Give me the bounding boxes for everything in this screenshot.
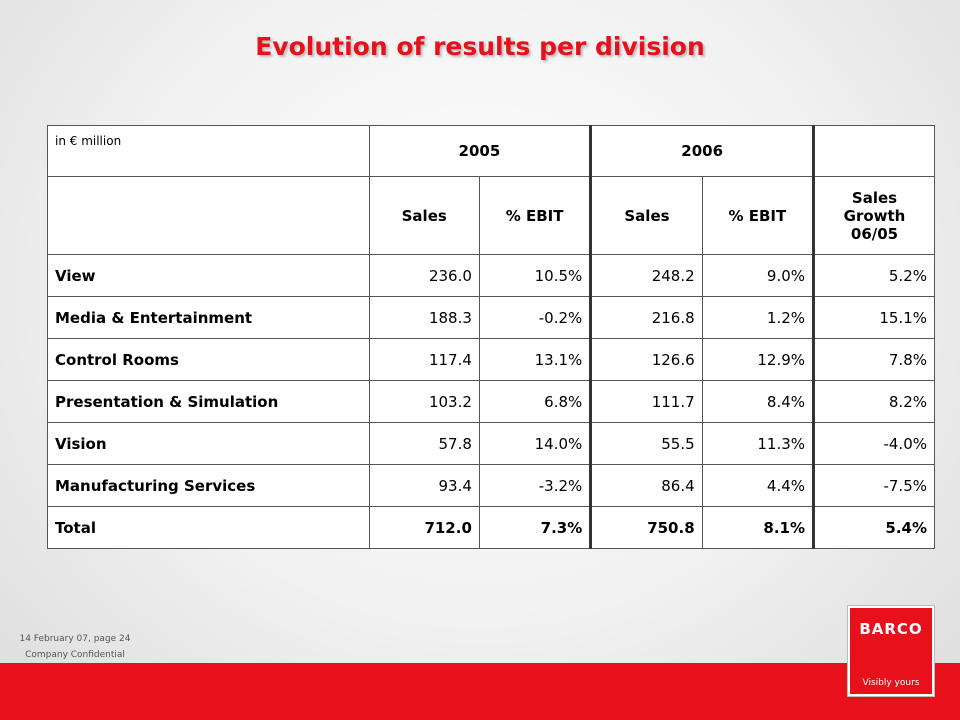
empty-subheader-cell — [47, 176, 370, 255]
table-row: Manufacturing Services 93.4 -3.2% 86.4 4… — [47, 464, 935, 507]
division-label: Control Rooms — [47, 338, 370, 381]
ebit-2005-cell: 13.1% — [478, 338, 592, 381]
subheader-ebit-2006: % EBIT — [701, 176, 815, 255]
sales-2006-cell: 248.2 — [589, 254, 703, 297]
sales-2005-cell: 117.4 — [368, 338, 480, 381]
sales-2005-cell: 188.3 — [368, 296, 480, 339]
total-ebit-2006: 8.1% — [701, 506, 815, 549]
subheader-sales-2005: Sales — [368, 176, 480, 255]
sales-2006-cell: 55.5 — [589, 422, 703, 465]
total-ebit-2005: 7.3% — [478, 506, 592, 549]
logo-tagline: Visibly yours — [862, 678, 920, 688]
table-row: Media & Entertainment 188.3 -0.2% 216.8 … — [47, 296, 935, 339]
ebit-2005-cell: -3.2% — [478, 464, 592, 507]
ebit-2006-cell: 11.3% — [701, 422, 815, 465]
sales-2005-cell: 57.8 — [368, 422, 480, 465]
sales-2005-cell: 93.4 — [368, 464, 480, 507]
sales-2006-cell: 126.6 — [589, 338, 703, 381]
sales-2005-cell: 103.2 — [368, 380, 480, 423]
ebit-2006-cell: 1.2% — [701, 296, 815, 339]
division-label: Media & Entertainment — [47, 296, 370, 339]
growth-cell: -7.5% — [812, 464, 935, 507]
table-row: Vision 57.8 14.0% 55.5 11.3% -4.0% — [47, 422, 935, 465]
total-sales-2006: 750.8 — [589, 506, 703, 549]
subheader-row: Sales % EBIT Sales % EBIT Sales Growth 0… — [47, 176, 935, 255]
division-label: Manufacturing Services — [47, 464, 370, 507]
total-growth: 5.4% — [812, 506, 935, 549]
division-label: Vision — [47, 422, 370, 465]
ebit-2006-cell: 12.9% — [701, 338, 815, 381]
unit-label: in € million — [47, 125, 370, 177]
ebit-2006-cell: 9.0% — [701, 254, 815, 297]
ebit-2006-cell: 8.4% — [701, 380, 815, 423]
year-2005-header: 2005 — [368, 125, 592, 177]
logo-wordmark: BARCO — [859, 620, 923, 638]
sales-2006-cell: 216.8 — [589, 296, 703, 339]
growth-cell: 5.2% — [812, 254, 935, 297]
growth-cell: 8.2% — [812, 380, 935, 423]
empty-header-cell — [812, 125, 935, 177]
sales-2006-cell: 86.4 — [589, 464, 703, 507]
ebit-2005-cell: 6.8% — [478, 380, 592, 423]
ebit-2005-cell: 14.0% — [478, 422, 592, 465]
table-row: View 236.0 10.5% 248.2 9.0% 5.2% — [47, 254, 935, 297]
subheader-sales-2006: Sales — [589, 176, 703, 255]
growth-cell: 15.1% — [812, 296, 935, 339]
footer-red-bar — [0, 663, 960, 720]
table-row: Presentation & Simulation 103.2 6.8% 111… — [47, 380, 935, 423]
sales-2005-cell: 236.0 — [368, 254, 480, 297]
year-2006-header: 2006 — [589, 125, 815, 177]
footer-confidential: Company Confidential — [25, 650, 125, 660]
subheader-sales-growth: Sales Growth 06/05 — [812, 176, 935, 255]
growth-cell: -4.0% — [812, 422, 935, 465]
sales-2006-cell: 111.7 — [589, 380, 703, 423]
ebit-2005-cell: -0.2% — [478, 296, 592, 339]
total-row: Total 712.0 7.3% 750.8 8.1% 5.4% — [47, 506, 935, 549]
subheader-ebit-2005: % EBIT — [478, 176, 592, 255]
table-row: Control Rooms 117.4 13.1% 126.6 12.9% 7.… — [47, 338, 935, 381]
total-sales-2005: 712.0 — [368, 506, 480, 549]
page-title: Evolution of results per division — [255, 32, 705, 61]
division-label: View — [47, 254, 370, 297]
ebit-2005-cell: 10.5% — [478, 254, 592, 297]
division-label: Presentation & Simulation — [47, 380, 370, 423]
barco-logo: BARCO Visibly yours — [848, 606, 934, 696]
total-label: Total — [47, 506, 370, 549]
year-header-row: in € million 2005 2006 — [47, 125, 935, 177]
results-table: in € million 2005 2006 Sales % EBIT Sale… — [47, 125, 935, 549]
footer-date-page: 14 February 07, page 24 — [19, 634, 131, 644]
ebit-2006-cell: 4.4% — [701, 464, 815, 507]
growth-cell: 7.8% — [812, 338, 935, 381]
